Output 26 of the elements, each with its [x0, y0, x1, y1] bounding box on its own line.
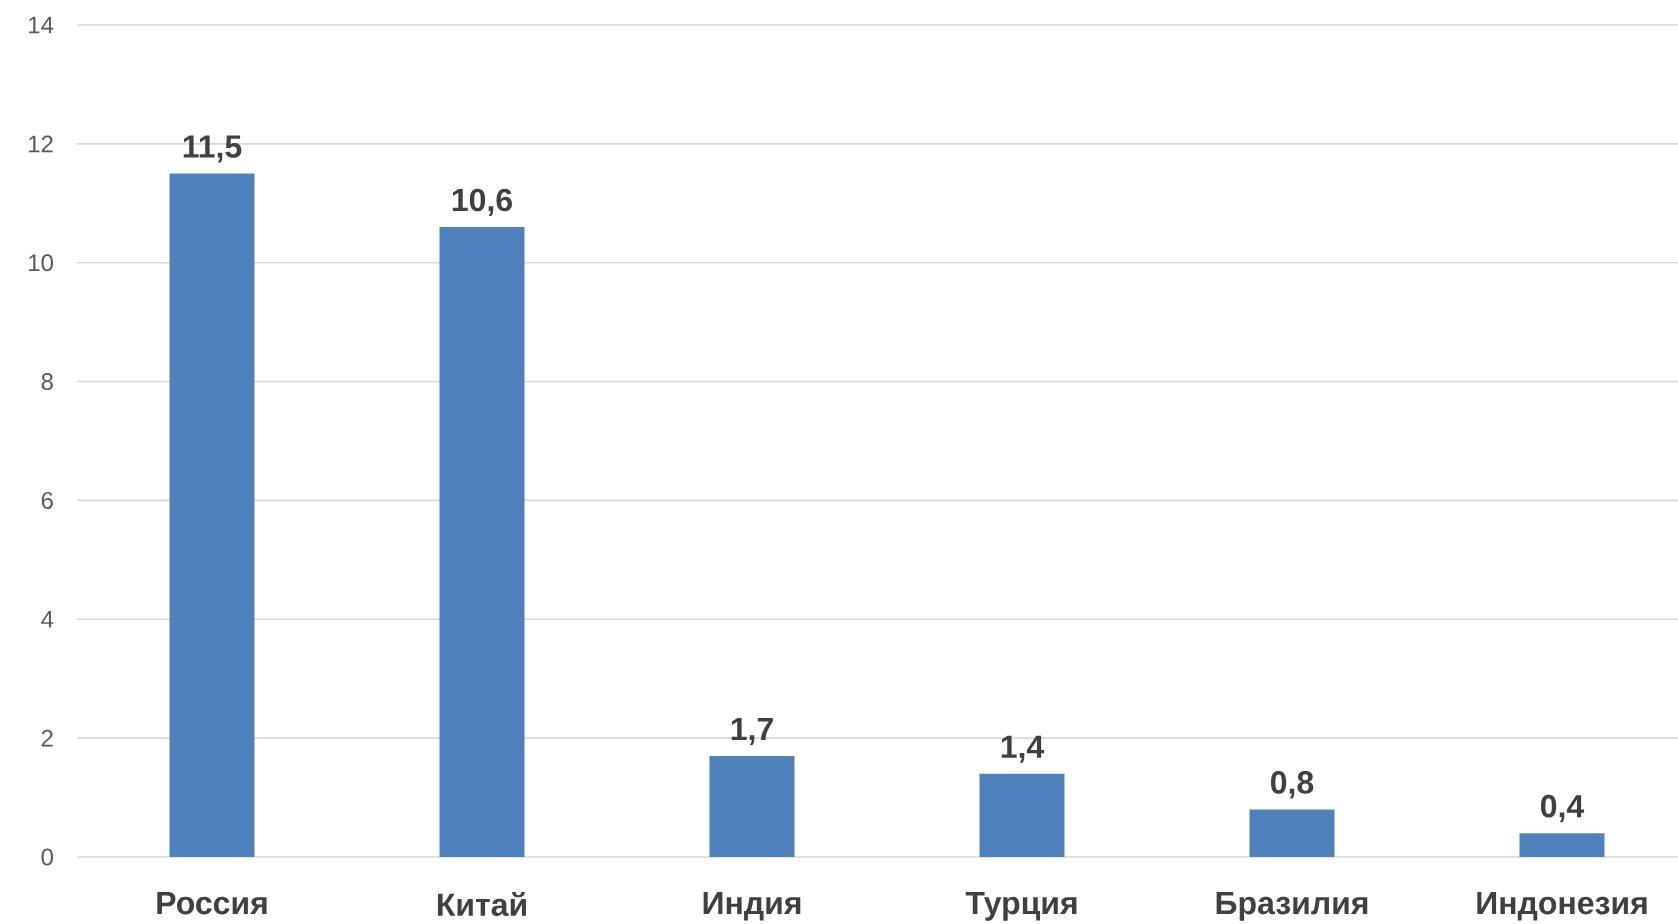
y-tick-label: 2 — [41, 729, 53, 747]
x-tick-label: Китай — [437, 892, 526, 917]
x-tick-label: Индонезия — [1477, 892, 1647, 921]
y-tick-label: 14 — [29, 16, 54, 34]
x-tick-label: Индия — [703, 892, 801, 921]
y-tick-label: 12 — [29, 135, 53, 153]
data-label: 1,7 — [731, 717, 773, 745]
data-label: 10,6 — [452, 188, 512, 216]
x-tick-label: Россия — [157, 892, 267, 915]
y-tick-label: 6 — [41, 491, 53, 509]
data-label: 11,5 — [183, 135, 242, 163]
bar — [1519, 833, 1605, 857]
bar — [1249, 809, 1335, 857]
y-tick-label: 0 — [41, 848, 54, 866]
bar — [169, 173, 255, 857]
y-tick-label: 4 — [41, 611, 54, 628]
bar — [439, 227, 525, 857]
y-tick-label: 10 — [29, 254, 54, 272]
data-label: 0,8 — [1271, 771, 1314, 799]
x-tick-label: Турция — [965, 892, 1077, 921]
y-tick-label: 8 — [41, 373, 53, 391]
bar — [979, 773, 1065, 857]
x-tick-label: Бразилия — [1216, 892, 1368, 921]
data-label: 0,4 — [1541, 794, 1585, 823]
data-label: 1,4 — [1001, 735, 1045, 763]
bar — [709, 755, 795, 857]
